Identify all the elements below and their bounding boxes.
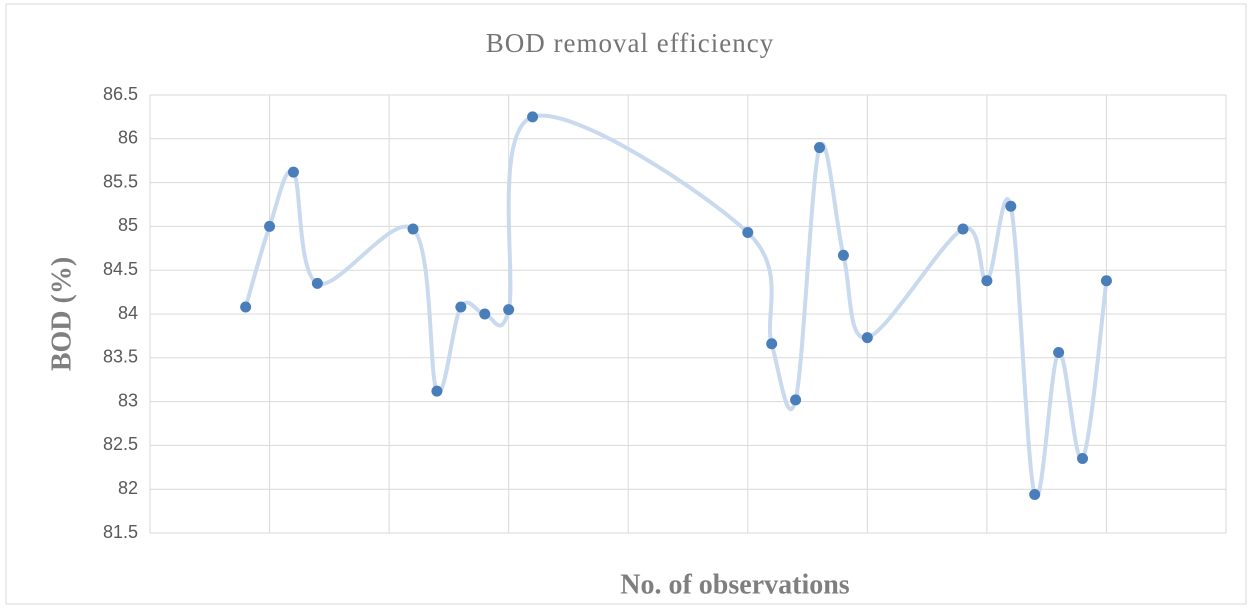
data-point <box>766 338 778 350</box>
data-point <box>503 304 515 316</box>
data-point <box>861 332 873 344</box>
y-tick-label: 83 <box>118 390 138 410</box>
data-point <box>837 249 849 261</box>
data-point <box>1077 453 1089 465</box>
data-point <box>1005 200 1017 212</box>
data-point <box>311 277 323 289</box>
data-point <box>527 111 539 123</box>
data-point <box>1053 347 1065 359</box>
data-point <box>287 166 299 178</box>
data-point <box>814 142 826 154</box>
y-tick-label: 84 <box>118 303 138 323</box>
y-tick-label: 84.5 <box>103 259 138 279</box>
data-point <box>742 227 754 239</box>
x-axis-label: No. of observations <box>620 569 850 600</box>
data-point <box>957 223 969 235</box>
chart-title: BOD removal efficiency <box>486 28 774 58</box>
data-point <box>264 220 276 232</box>
data-point <box>790 394 802 406</box>
y-tick-label: 86.5 <box>103 84 138 104</box>
data-point <box>407 223 419 235</box>
y-tick-label: 85 <box>118 215 138 235</box>
data-point <box>479 308 491 320</box>
y-axis-label: BOD (%) <box>46 257 77 371</box>
y-tick-label: 85.5 <box>103 171 138 191</box>
y-tick-label: 86 <box>118 128 138 148</box>
data-point <box>1029 488 1041 500</box>
y-tick-label: 82 <box>118 478 138 498</box>
data-point <box>455 301 467 313</box>
data-point <box>240 301 252 313</box>
y-tick-label: 81.5 <box>103 522 138 542</box>
chart-frame <box>5 3 1247 605</box>
data-point <box>981 275 993 287</box>
data-point <box>1100 275 1112 287</box>
y-tick-label: 83.5 <box>103 347 138 367</box>
data-point <box>431 385 443 397</box>
y-tick-label: 82.5 <box>103 434 138 454</box>
